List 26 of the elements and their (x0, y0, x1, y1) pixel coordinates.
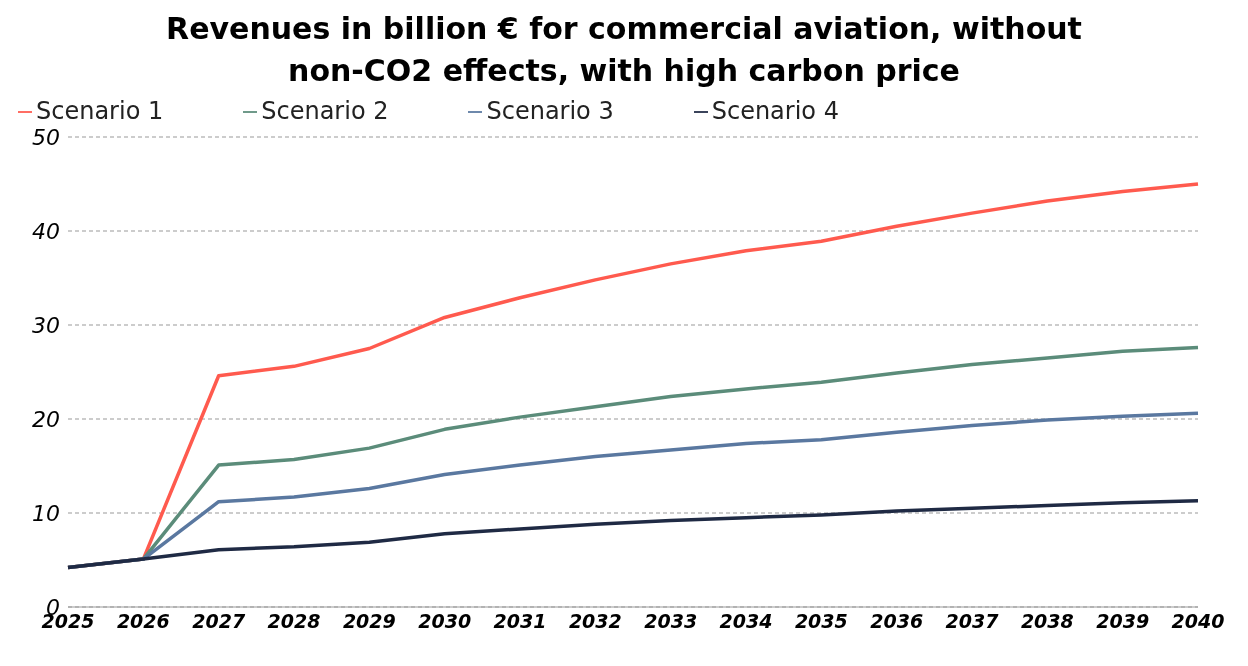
y-tick-label: 50 (32, 124, 60, 150)
y-tick-label: 40 (32, 218, 60, 244)
y-tick-label: 20 (32, 406, 60, 432)
x-tick-label: 2037 (945, 610, 1000, 633)
legend-label: Scenario 4 (711, 97, 839, 125)
x-tick-label: 2035 (794, 610, 848, 633)
y-tick-label: 10 (32, 500, 60, 526)
x-tick-label: 2030 (418, 610, 472, 633)
x-tick-label: 2038 (1020, 610, 1074, 633)
x-tick-label: 2033 (644, 610, 698, 633)
y-tick-label: 30 (32, 312, 60, 338)
x-tick-label: 2028 (267, 610, 321, 633)
x-tick-label: 2026 (116, 610, 170, 633)
legend-label: Scenario 2 (261, 97, 389, 125)
x-tick-label: 2036 (870, 610, 924, 633)
line-series (66, 499, 1200, 570)
x-tick-label: 2032 (568, 610, 622, 633)
x-tick-label: 2034 (719, 610, 773, 633)
chart-title: Revenues in billion € for commercial aviation, without non-CO2 effects, with high carbon price (165, 10, 1083, 90)
x-tick-label: 2031 (493, 610, 547, 633)
legend-label: Scenario 3 (486, 97, 614, 125)
x-tick-label: 2040 (1171, 610, 1225, 633)
x-tick-label: 2027 (192, 610, 246, 633)
x-tick-label: 2029 (342, 610, 396, 633)
x-tick-label: 2039 (1096, 610, 1150, 633)
legend-label: Scenario 1 (36, 97, 164, 125)
